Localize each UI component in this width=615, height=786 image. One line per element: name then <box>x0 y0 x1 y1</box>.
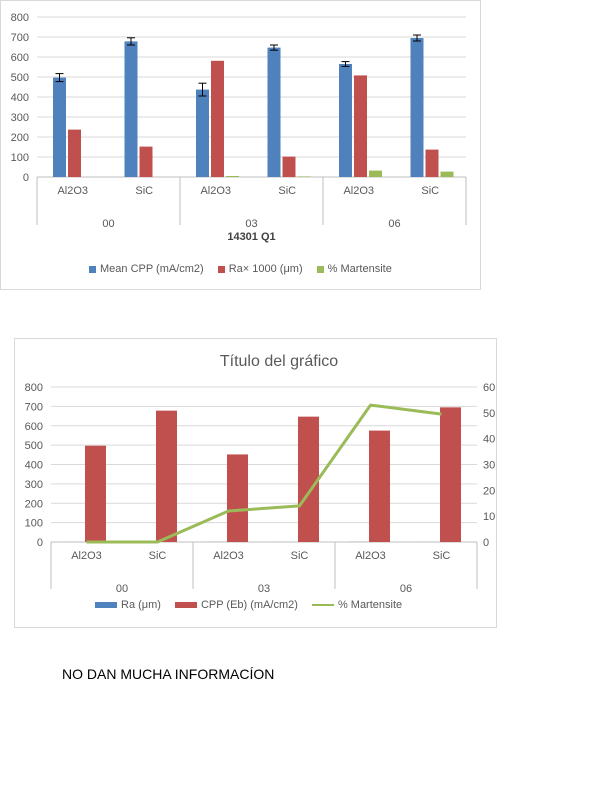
c2-line-martensite <box>86 403 442 544</box>
c1-group-label: 06 <box>388 218 400 230</box>
c1-bar-martensite <box>226 176 239 177</box>
c1-bar-martensite <box>440 171 454 177</box>
c1-bar-ra-1000-m <box>139 146 153 177</box>
c2-category-label: Al2O3 <box>71 550 102 562</box>
legend-item-martensite: % Martensite <box>316 263 392 275</box>
legend-swatch-martensite-line <box>311 604 334 606</box>
c2-group-label: 06 <box>400 583 412 595</box>
legend-swatch-cpp-eb <box>174 602 197 608</box>
legend-label-martensite: % Martensite <box>327 263 392 275</box>
c2-bar-cpp-eb-ma-cm2 <box>156 410 177 542</box>
c2-ytick-label: 100 <box>25 518 43 530</box>
c2-category-label: SiC <box>433 550 451 562</box>
c2-bar-cpp-eb-ma-cm2 <box>298 416 319 542</box>
c2-ytick-label: 600 <box>25 421 43 433</box>
c2-ytick-label: 200 <box>25 498 43 510</box>
c2-bar-cpp-eb-ma-cm2 <box>440 407 461 542</box>
legend-item-ra: Ra (μm) <box>95 599 161 611</box>
c2-y2tick-label: 60 <box>483 382 495 394</box>
c2-ytick-label: 0 <box>37 537 43 549</box>
legend-swatch-ra <box>95 602 117 608</box>
c2-ytick-label: 700 <box>25 401 43 413</box>
c2-ytick-label: 500 <box>25 440 43 452</box>
chart2-legend: Ra (μm) CPP (Eb) (mA/cm2) % Martensite <box>95 599 402 611</box>
legend-item-martensite-line: % Martensite <box>311 599 403 611</box>
legend-label-martensite-line: % Martensite <box>337 599 403 611</box>
chart1-plot: 0 100 200 300 400 500 600 700 800 Al2O3 SiC Al2O3 Si… <box>11 12 467 243</box>
c1-ytick-label: 0 <box>23 172 29 184</box>
c1-ytick-label: 400 <box>11 92 29 104</box>
c2-group-label: 00 <box>116 583 128 595</box>
c1-bar-ra-1000-m <box>68 129 81 177</box>
legend-item-cpp-eb: CPP (Eb) (mA/cm2) <box>174 599 298 611</box>
c1-bar-ra-1000-m <box>425 149 439 177</box>
c2-y2tick-label: 0 <box>483 537 489 549</box>
c1-bar-ra-1000-m <box>354 75 367 177</box>
c1-bar-martensite <box>369 170 382 177</box>
c2-y2tick-label: 40 <box>483 434 495 446</box>
c1-bar-mean-cpp-ma-cm2 <box>339 64 352 177</box>
note-text: NO DAN MUCHA INFORMACÍON <box>62 666 275 682</box>
c1-ytick-label: 700 <box>11 32 29 44</box>
c2-group-label: 03 <box>258 583 270 595</box>
legend-label-ra: Ra (μm) <box>121 599 161 611</box>
c2-ytick-label: 400 <box>25 460 43 472</box>
c1-ytick-label: 600 <box>11 52 29 64</box>
c2-ytick-label: 800 <box>25 382 43 394</box>
c1-ytick-label: 200 <box>11 132 29 144</box>
c1-category-label: SiC <box>278 185 296 197</box>
legend-swatch-mean-cpp <box>89 265 96 273</box>
c2-category-label: SiC <box>149 550 167 562</box>
legend-item-mean-cpp: Mean CPP (mA/cm2) <box>89 263 204 275</box>
c1-bar-ra-1000-m <box>211 60 224 177</box>
chart-titulo-del-grafico: 0 100 200 300 400 500 600 700 800 0 10 20 30 40 50 60 Al… <box>14 338 497 628</box>
c1-bar-mean-cpp-ma-cm2 <box>124 41 138 178</box>
c2-y2tick-label: 20 <box>483 485 495 497</box>
legend-item-ra-1000: Ra× 1000 (μm) <box>217 263 303 275</box>
c1-ytick-label: 500 <box>11 72 29 84</box>
chart2-plot: 0 100 200 300 400 500 600 700 800 0 10 20 30 40 50 60 Al… <box>25 353 496 595</box>
c1-category-label: Al2O3 <box>200 185 231 197</box>
c2-bar-cpp-eb-ma-cm2 <box>369 430 390 542</box>
c1-group-label: 03 <box>245 218 257 230</box>
c2-y2tick-label: 10 <box>483 511 495 523</box>
c2-y2tick-label: 50 <box>483 408 495 420</box>
legend-label-mean-cpp: Mean CPP (mA/cm2) <box>100 263 204 275</box>
legend-label-cpp-eb: CPP (Eb) (mA/cm2) <box>200 599 298 611</box>
c2-category-label: Al2O3 <box>355 550 386 562</box>
c1-ytick-label: 100 <box>11 152 29 164</box>
c2-bar-cpp-eb-ma-cm2 <box>227 454 248 542</box>
c1-category-label: SiC <box>421 185 439 197</box>
c2-category-label: SiC <box>291 550 309 562</box>
c1-bar-mean-cpp-ma-cm2 <box>267 47 281 177</box>
c1-category-label: SiC <box>135 185 153 197</box>
c1-ytick-label: 300 <box>11 112 29 124</box>
legend-swatch-martensite <box>316 265 324 273</box>
c1-bar-ra-1000-m <box>282 156 296 177</box>
c2-category-label: Al2O3 <box>213 550 244 562</box>
c1-bar-martensite <box>297 176 311 177</box>
c1-group-title: 14301 Q1 <box>227 231 275 243</box>
c1-bar-mean-cpp-ma-cm2 <box>53 77 66 177</box>
chart-cpp-ra-martensite-q1: 0 100 200 300 400 500 600 700 800 Al2O3 SiC Al2O3 Si… <box>0 0 481 290</box>
c1-bar-mean-cpp-ma-cm2 <box>410 38 424 177</box>
c2-title: Título del gráfico <box>220 353 338 370</box>
c2-y2tick-label: 30 <box>483 460 495 472</box>
legend-label-ra-1000: Ra× 1000 (μm) <box>228 263 303 275</box>
legend-swatch-ra-1000 <box>217 265 225 273</box>
c1-bar-mean-cpp-ma-cm2 <box>196 89 209 177</box>
c1-group-label: 00 <box>102 218 114 230</box>
c1-ytick-label: 800 <box>11 12 29 24</box>
chart1-legend: Mean CPP (mA/cm2) Ra× 1000 (μm) % Marten… <box>89 263 392 275</box>
c1-category-label: Al2O3 <box>343 185 374 197</box>
c1-category-label: Al2O3 <box>57 185 88 197</box>
c2-bar-cpp-eb-ma-cm2 <box>85 445 106 542</box>
c2-ytick-label: 300 <box>25 479 43 491</box>
